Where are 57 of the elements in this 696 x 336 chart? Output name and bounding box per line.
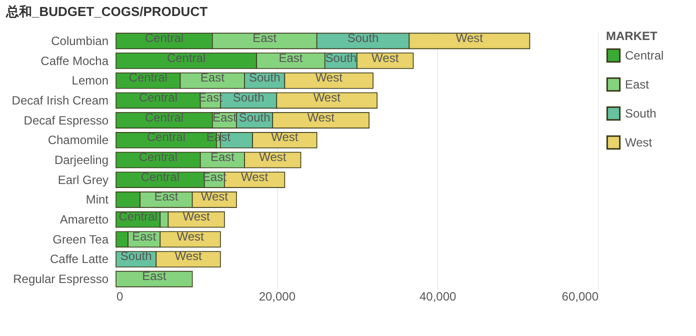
- data-label: West: [313, 90, 342, 104]
- data-label: South: [347, 30, 379, 45]
- y-tick-label: Earl Grey: [58, 172, 108, 187]
- x-tick-label: 20,000: [258, 290, 296, 304]
- y-tick-label: Mint: [86, 192, 110, 207]
- data-label: West: [200, 190, 229, 204]
- y-tick-label: Columbian: [51, 34, 108, 48]
- y-tick-label: Lemon: [72, 74, 108, 88]
- chart-title: 总和_BUDGET_COGS/PRODUCT: [5, 4, 208, 19]
- data-label: Central: [144, 110, 184, 124]
- data-label: East: [252, 30, 278, 45]
- y-tick-label: Darjeeling: [54, 153, 108, 167]
- legend-label: Central: [625, 48, 664, 62]
- data-label: South: [325, 50, 357, 65]
- data-label: East: [278, 50, 304, 65]
- legend-title: MARKET: [606, 29, 658, 43]
- data-label: Central: [144, 30, 184, 45]
- data-label: West: [456, 30, 484, 45]
- data-label: Central: [166, 50, 206, 65]
- y-tick-label: Decaf Espresso: [24, 113, 109, 128]
- data-label: West: [174, 249, 203, 264]
- data-label: East: [132, 229, 157, 244]
- data-label: Central: [146, 130, 186, 144]
- data-label: Central: [128, 70, 168, 85]
- data-label: Central: [138, 90, 178, 104]
- x-tick-label: 0: [116, 290, 124, 304]
- data-label: West: [315, 70, 344, 85]
- data-label: West: [176, 229, 205, 244]
- y-tick-label: Caffe Latte: [50, 252, 109, 266]
- data-label: East: [210, 150, 236, 164]
- legend-label: West: [625, 136, 653, 150]
- y-tick-label: Chamomile: [48, 133, 109, 148]
- data-label: West: [372, 50, 400, 65]
- data-label: Central: [138, 150, 178, 164]
- y-tick-label: Amaretto: [60, 212, 109, 227]
- data-label: East: [142, 269, 167, 284]
- data-label: South: [238, 110, 270, 124]
- data-label: West: [182, 210, 211, 224]
- data-label: East: [154, 190, 179, 204]
- data-label: Central: [140, 170, 180, 184]
- data-label: South: [248, 70, 280, 85]
- y-tick-label: Caffe Mocha: [40, 54, 109, 68]
- data-label: East: [200, 70, 226, 85]
- data-label: West: [241, 170, 269, 184]
- y-tick-label: Green Tea: [52, 232, 109, 246]
- legend-label: South: [625, 106, 656, 120]
- data-label: West: [307, 110, 336, 124]
- y-tick-label: Decaf Irish Cream: [12, 93, 108, 108]
- y-tick-label: Regular Espresso: [13, 272, 109, 286]
- data-label: West: [259, 150, 287, 164]
- data-label: West: [271, 130, 299, 144]
- x-tick-label: 40,000: [419, 290, 457, 304]
- data-label: Central: [118, 210, 158, 224]
- data-label: South: [232, 90, 264, 104]
- data-label: South: [120, 249, 152, 264]
- x-tick-label: 60,000: [562, 290, 599, 304]
- legend-label: East: [625, 78, 650, 92]
